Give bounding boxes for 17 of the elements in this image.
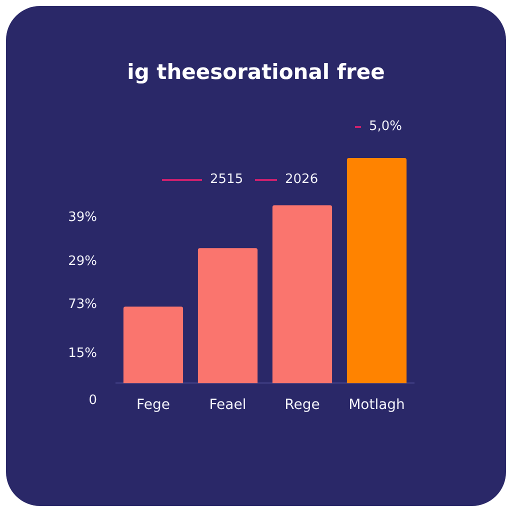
text: 29% xyxy=(68,254,97,269)
x-tick-label: Feael xyxy=(209,397,246,414)
annotation: 2026 xyxy=(285,172,318,187)
text: 73% xyxy=(68,297,97,312)
x-tick-label: Motlagh xyxy=(348,397,405,414)
x-tick-label: Rege xyxy=(284,397,320,414)
text: 15% xyxy=(68,346,97,361)
bar xyxy=(272,205,332,384)
text: 0 xyxy=(88,393,97,408)
bar xyxy=(346,158,407,384)
text: 39% xyxy=(68,210,97,225)
annotation: 2515 xyxy=(210,172,244,187)
bar xyxy=(198,248,258,384)
chart-title: ig theesorational free xyxy=(126,60,386,84)
bar xyxy=(123,306,184,384)
text: 5,0% xyxy=(369,119,402,134)
x-tick-label: Fege xyxy=(136,397,170,414)
